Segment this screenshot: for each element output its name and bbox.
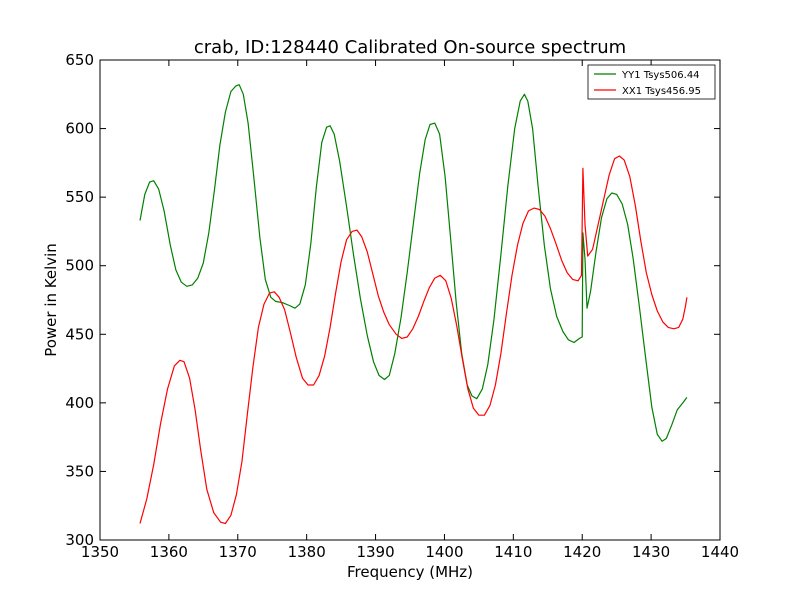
- legend-label-yy1: YY1 Tsys506.44: [621, 70, 700, 81]
- x-axis-label: Frequency (MHz): [347, 563, 473, 581]
- x-tick-label: 1360: [150, 543, 188, 561]
- legend: YY1 Tsys506.44 XX1 Tsys456.95: [587, 64, 716, 100]
- ticks-layer: 1350 1360 1370 1380 1390 1400 1410 1420 1430 1440…: [65, 51, 739, 561]
- series-line-yy1: [139, 84, 688, 442]
- x-tick-label: 1420: [563, 543, 601, 561]
- y-tick-label: 400: [65, 394, 94, 412]
- series-layer: [139, 84, 688, 525]
- y-tick-label: 300: [65, 531, 94, 549]
- y-axis-label: Power in Kelvin: [42, 243, 60, 357]
- y-tick-label: 500: [65, 257, 94, 275]
- plot-frame: [99, 59, 721, 541]
- y-tick-label: 550: [65, 188, 94, 206]
- x-tick-label: 1370: [219, 543, 257, 561]
- x-tick-label: 1410: [494, 543, 532, 561]
- x-tick-label: 1350: [81, 543, 119, 561]
- x-tick-label: 1440: [701, 543, 739, 561]
- x-tick-label: 1430: [632, 543, 670, 561]
- x-tick-label: 1390: [356, 543, 394, 561]
- series-line-xx1: [139, 155, 688, 525]
- legend-label-xx1: XX1 Tsys456.95: [622, 86, 701, 97]
- x-tick-label: 1380: [288, 543, 326, 561]
- chart-title: crab, ID:128440 Calibrated On-source spe…: [194, 37, 626, 58]
- legend-box: [587, 64, 716, 100]
- y-tick-label: 450: [65, 325, 94, 343]
- y-tick-label: 600: [65, 120, 94, 138]
- y-tick-label: 350: [65, 462, 94, 480]
- x-tick-label: 1400: [425, 543, 463, 561]
- y-tick-label: 650: [65, 51, 94, 69]
